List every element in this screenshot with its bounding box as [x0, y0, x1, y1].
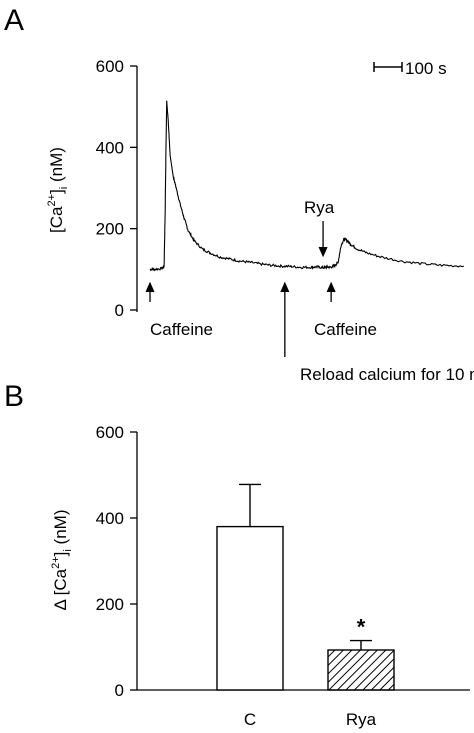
significance-star: * [357, 615, 366, 640]
panel-b-y-tick-label: 0 [115, 681, 124, 700]
panel-b-y-tick-label: 200 [96, 595, 124, 614]
annotation-label: Caffeine [150, 320, 213, 339]
bar-c [216, 525, 284, 691]
panel-a-y-axis-label: [Ca2+]i (nM) [46, 147, 70, 233]
panel-a-label: A [4, 4, 24, 37]
panel-a-y-ticks: 0 200 400 600 [96, 57, 137, 320]
x-category-label: C [244, 710, 256, 729]
panel-b-y-tick-label: 600 [96, 423, 124, 442]
panel-b-y-tick-label: 400 [96, 509, 124, 528]
x-category-label: Rya [346, 710, 377, 729]
annotation-arrow-head [318, 246, 328, 258]
panel-a-line-chart: 0 200 400 600 [Ca2+]i (nM) 100 s Caffeine Re… [46, 57, 474, 384]
panel-b-y-axis-label: Δ [Ca2+]i (nM) [50, 509, 74, 610]
calcium-trace-line [149, 100, 465, 272]
scale-bar: 100 s [373, 59, 447, 78]
panel-b-bars: C Rya * [216, 483, 395, 729]
panel-a-y-tick-label: 200 [96, 220, 124, 239]
panel-b-bar-chart: 0 200 400 600 Δ [Ca2+]i (nM) C Rya * [50, 423, 470, 729]
panel-a-y-tick-label: 0 [115, 301, 124, 320]
scale-bar-label: 100 s [405, 59, 447, 78]
panel-a-y-tick-label: 400 [96, 138, 124, 157]
bar-rya [327, 649, 395, 691]
annotation-label: Rya [304, 198, 335, 217]
panel-a-y-tick-label: 600 [96, 57, 124, 76]
panel-b-y-ticks: 0 200 400 600 [96, 423, 137, 700]
annotation-label: Reload calcium for 10 min [300, 365, 474, 384]
annotation-label: Caffeine [314, 320, 377, 339]
annotation-arrow-head [280, 281, 290, 293]
panel-b-label: B [4, 380, 24, 413]
annotation-arrow-head [145, 281, 155, 293]
annotation-arrow-head [326, 281, 336, 293]
panel-a-annotations: Caffeine Reload calcium for 10 min Rya Caff… [145, 198, 474, 384]
